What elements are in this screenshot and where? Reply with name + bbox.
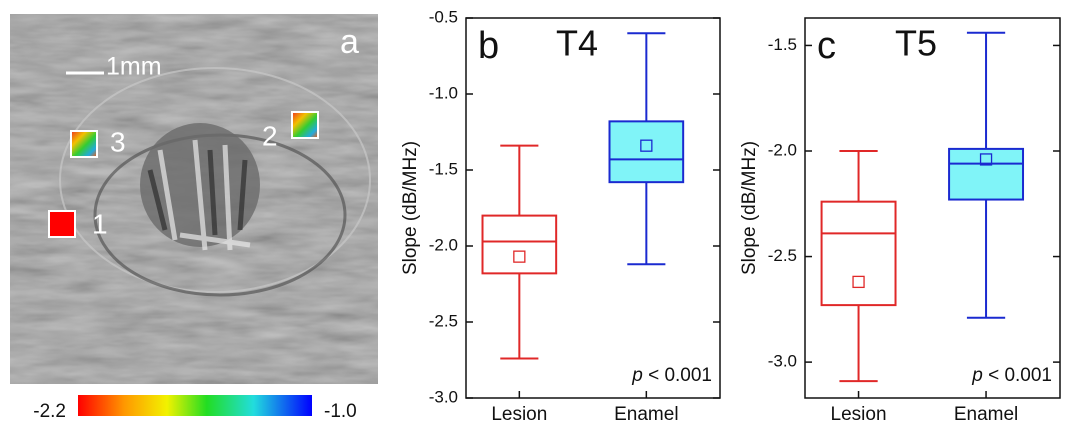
mean-marker bbox=[513, 250, 526, 263]
y-tick-label: -2.0 bbox=[768, 140, 797, 159]
mean-marker bbox=[852, 275, 865, 289]
x-tick-label: Lesion bbox=[831, 404, 887, 425]
box-group bbox=[481, 144, 558, 360]
panel-label: c bbox=[817, 25, 836, 67]
mean-marker bbox=[640, 139, 653, 152]
colorbar-tick-label: -1.0 bbox=[324, 401, 357, 422]
y-axis-label: Slope (dB/MHz) bbox=[400, 141, 421, 275]
box-group bbox=[948, 31, 1025, 319]
tooth-structure bbox=[157, 139, 251, 251]
x-tick-label: Enamel bbox=[614, 404, 678, 425]
annotation-text: < 0.001 bbox=[988, 365, 1052, 386]
panel-label: a bbox=[340, 23, 359, 61]
box bbox=[481, 214, 558, 275]
box bbox=[948, 147, 1025, 201]
y-tick-label: -2.5 bbox=[429, 311, 458, 330]
tooth-structure bbox=[147, 149, 248, 236]
chart-title: T4 bbox=[556, 23, 598, 64]
y-tick-label: -2.0 bbox=[429, 235, 458, 254]
mean-marker bbox=[979, 153, 993, 166]
region-marker bbox=[70, 130, 98, 158]
y-tick-label: -1.0 bbox=[429, 83, 458, 102]
image-panel: 1mm a 1 2 3 bbox=[10, 14, 378, 416]
y-tick-label: -1.5 bbox=[768, 35, 797, 54]
annotation: p < 0.001 bbox=[971, 365, 1052, 386]
chart-title: T5 bbox=[895, 23, 937, 64]
region-label: 2 bbox=[262, 120, 278, 151]
annotation: p < 0.001 bbox=[631, 365, 712, 386]
plot-frame bbox=[465, 17, 721, 399]
region-marker bbox=[291, 111, 319, 139]
y-tick-label: -2.5 bbox=[768, 246, 797, 265]
box bbox=[820, 200, 897, 307]
y-tick-label: -3.0 bbox=[768, 352, 797, 371]
y-axis-label: Slope (dB/MHz) bbox=[739, 141, 760, 275]
colorbar-tick-label: -2.2 bbox=[33, 401, 66, 422]
region-label: 1 bbox=[92, 208, 108, 239]
y-tick-label: -3.0 bbox=[429, 387, 458, 406]
box-group bbox=[820, 150, 897, 383]
box-group bbox=[608, 32, 685, 266]
panel-label: b bbox=[478, 25, 499, 67]
colorbar bbox=[78, 395, 312, 416]
y-tick-label: -1.5 bbox=[429, 159, 458, 178]
annotation-symbol: p bbox=[631, 365, 643, 386]
x-tick-label: Lesion bbox=[491, 404, 547, 425]
plot-frame bbox=[804, 17, 1061, 399]
region-marker bbox=[48, 210, 76, 238]
annotation-text: < 0.001 bbox=[648, 365, 712, 386]
annotation-symbol: p bbox=[971, 365, 983, 386]
scale-bar-label: 1mm bbox=[106, 53, 162, 81]
tooth-outline bbox=[59, 67, 371, 293]
y-tick-label: -0.5 bbox=[429, 7, 458, 26]
x-tick-label: Enamel bbox=[954, 404, 1018, 425]
region-label: 3 bbox=[110, 126, 126, 157]
